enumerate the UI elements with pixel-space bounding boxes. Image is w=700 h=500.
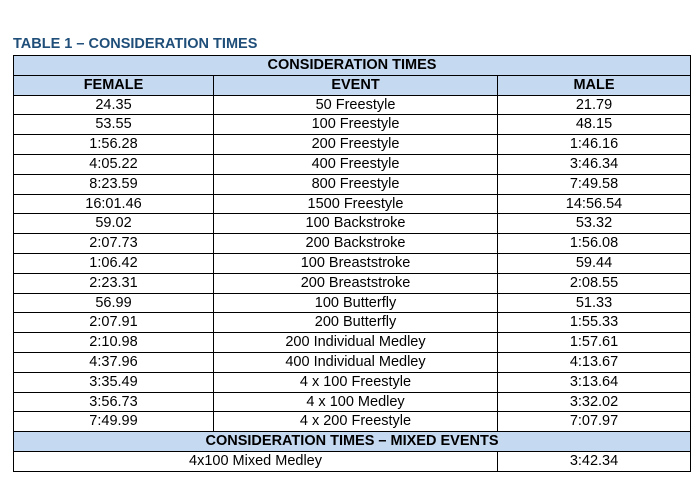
event-name: 400 Individual Medley: [213, 351, 498, 373]
event-name: 200 Individual Medley: [213, 332, 498, 353]
female-time: 8:23.59: [13, 173, 214, 195]
male-time: 4:13.67: [496, 351, 692, 373]
male-time: 14:56.54: [496, 193, 692, 215]
event-name: 200 Freestyle: [213, 134, 498, 155]
table-row: 3:35.49 4 x 100 Freestyle 3:13.64: [13, 371, 692, 393]
table-row: 1:06.42 100 Breaststroke 59.44: [13, 252, 692, 274]
table-row: 24.35 50 Freestyle 21.79: [13, 94, 692, 116]
table-row: 16:01.46 1500 Freestyle 14:56.54: [13, 193, 692, 215]
mixed-event-row: 4x100 Mixed Medley 3:42.34: [13, 450, 692, 472]
female-time: 4:05.22: [13, 153, 214, 175]
table-row: 8:23.59 800 Freestyle 7:49.58: [13, 173, 692, 195]
section-heading: CONSIDERATION TIMES: [12, 55, 692, 76]
female-time: 3:35.49: [13, 371, 214, 393]
table-row: 2:10.98 200 Individual Medley 1:57.61: [13, 332, 692, 353]
table-row: 59.02 100 Backstroke 53.32: [13, 213, 692, 235]
event-name: 400 Freestyle: [213, 153, 498, 175]
female-time: 2:07.73: [13, 233, 214, 254]
table-row: 4:37.96 400 Individual Medley 4:13.67: [13, 351, 692, 373]
table-row: 1:56.28 200 Freestyle 1:46.16: [13, 134, 692, 155]
table-title: TABLE 1 – CONSIDERATION TIMES: [13, 36, 258, 52]
event-name: 100 Butterfly: [213, 292, 498, 314]
female-time: 59.02: [13, 213, 214, 235]
event-name: 4 x 100 Freestyle: [213, 371, 498, 393]
male-time: 59.44: [496, 252, 692, 274]
male-time: 21.79: [496, 94, 692, 116]
event-name: 100 Freestyle: [213, 114, 498, 136]
female-time: 1:06.42: [13, 252, 214, 274]
male-time: 7:49.58: [496, 173, 692, 195]
male-time: 48.15: [496, 114, 692, 136]
female-time: 1:56.28: [13, 134, 214, 155]
event-name: 100 Breaststroke: [213, 252, 498, 274]
mixed-event-name: 4x100 Mixed Medley: [13, 450, 498, 472]
table-row: 4:05.22 400 Freestyle 3:46.34: [13, 153, 692, 175]
female-time: 24.35: [13, 94, 214, 116]
female-time: 3:56.73: [13, 391, 214, 413]
event-name: 4 x 200 Freestyle: [213, 411, 498, 433]
table-row: 2:07.73 200 Backstroke 1:56.08: [13, 233, 692, 254]
column-header-female: FEMALE: [13, 74, 214, 96]
female-time: 56.99: [13, 292, 214, 314]
male-time: 1:55.33: [496, 312, 692, 334]
female-time: 2:07.91: [13, 312, 214, 334]
female-time: 2:10.98: [13, 332, 214, 353]
consideration-times-table: CONSIDERATION TIMES FEMALE EVENT MALE 24…: [12, 55, 692, 472]
female-time: 7:49.99: [13, 411, 214, 433]
table-row: 53.55 100 Freestyle 48.15: [13, 114, 692, 136]
event-name: 200 Breaststroke: [213, 272, 498, 294]
event-name: 200 Butterfly: [213, 312, 498, 334]
male-time: 3:46.34: [496, 153, 692, 175]
male-time: 53.32: [496, 213, 692, 235]
male-time: 3:32.02: [496, 391, 692, 413]
table-row: 56.99 100 Butterfly 51.33: [13, 292, 692, 314]
female-time: 16:01.46: [13, 193, 214, 215]
table-row: 3:56.73 4 x 100 Medley 3:32.02: [13, 391, 692, 413]
male-time: 1:46.16: [496, 134, 692, 155]
male-time: 1:57.61: [496, 332, 692, 353]
column-header-male: MALE: [496, 74, 692, 96]
male-time: 3:13.64: [496, 371, 692, 393]
male-time: 7:07.97: [496, 411, 692, 433]
male-time: 1:56.08: [496, 233, 692, 254]
event-name: 50 Freestyle: [213, 94, 498, 116]
table-row: 2:23.31 200 Breaststroke 2:08.55: [13, 272, 692, 294]
column-header-event: EVENT: [213, 74, 498, 96]
mixed-events-heading: CONSIDERATION TIMES – MIXED EVENTS: [12, 431, 692, 452]
event-name: 4 x 100 Medley: [213, 391, 498, 413]
table-row: 7:49.99 4 x 200 Freestyle 7:07.97: [13, 411, 692, 433]
event-name: 200 Backstroke: [213, 233, 498, 254]
male-time: 2:08.55: [496, 272, 692, 294]
mixed-event-time: 3:42.34: [496, 450, 692, 472]
event-name: 800 Freestyle: [213, 173, 498, 195]
male-time: 51.33: [496, 292, 692, 314]
table-row: 2:07.91 200 Butterfly 1:55.33: [13, 312, 692, 334]
event-name: 1500 Freestyle: [213, 193, 498, 215]
event-name: 100 Backstroke: [213, 213, 498, 235]
female-time: 2:23.31: [13, 272, 214, 294]
female-time: 4:37.96: [13, 351, 214, 373]
female-time: 53.55: [13, 114, 214, 136]
